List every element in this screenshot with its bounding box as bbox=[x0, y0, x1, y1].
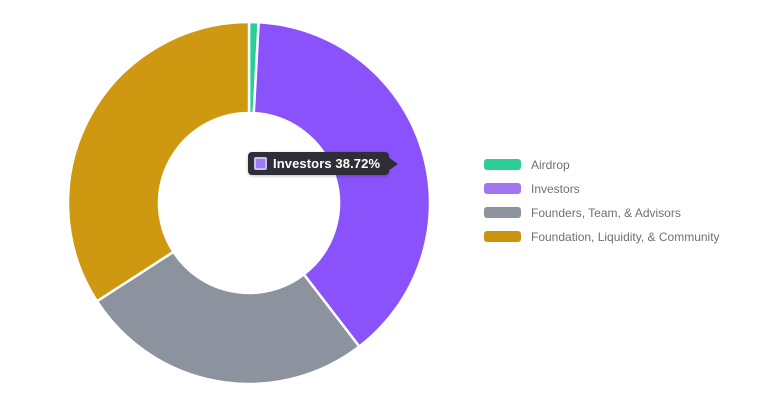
legend: Airdrop Investors Founders, Team, & Advi… bbox=[484, 157, 720, 244]
legend-label: Founders, Team, & Advisors bbox=[531, 205, 681, 220]
legend-swatch-investors bbox=[484, 183, 521, 194]
legend-label: Investors bbox=[531, 181, 580, 196]
tooltip-series-swatch bbox=[254, 157, 267, 170]
legend-swatch-founders-team-advisors bbox=[484, 207, 521, 218]
tooltip: Investors 38.72% bbox=[248, 152, 399, 175]
legend-label: Foundation, Liquidity, & Community bbox=[531, 229, 720, 244]
slice-founders-team-advisors[interactable] bbox=[95, 250, 361, 386]
slice-investors[interactable] bbox=[252, 21, 432, 348]
slice-foundation-liquidity-community[interactable] bbox=[66, 20, 251, 303]
legend-item-founders-team-advisors[interactable]: Founders, Team, & Advisors bbox=[484, 205, 720, 220]
legend-label: Airdrop bbox=[531, 157, 570, 172]
legend-swatch-foundation-liquidity-community bbox=[484, 231, 521, 242]
legend-swatch-airdrop bbox=[484, 159, 521, 170]
legend-item-airdrop[interactable]: Airdrop bbox=[484, 157, 720, 172]
legend-item-foundation-liquidity-community[interactable]: Foundation, Liquidity, & Community bbox=[484, 229, 720, 244]
legend-item-investors[interactable]: Investors bbox=[484, 181, 720, 196]
tooltip-label: Investors 38.72% bbox=[273, 156, 381, 171]
tooltip-arrow bbox=[388, 156, 399, 171]
